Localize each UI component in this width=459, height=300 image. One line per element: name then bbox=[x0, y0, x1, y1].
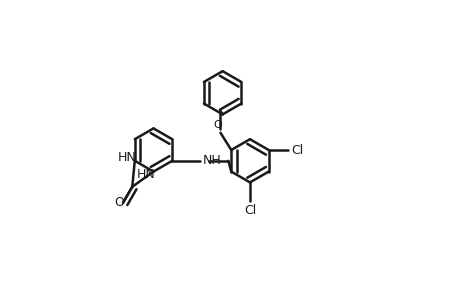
Text: NH: NH bbox=[202, 154, 221, 167]
Text: HN: HN bbox=[118, 151, 136, 164]
Text: Cl: Cl bbox=[291, 143, 302, 157]
Text: O: O bbox=[213, 120, 221, 130]
Text: HN: HN bbox=[136, 168, 155, 181]
Text: O: O bbox=[114, 196, 124, 209]
Text: Cl: Cl bbox=[243, 204, 256, 217]
